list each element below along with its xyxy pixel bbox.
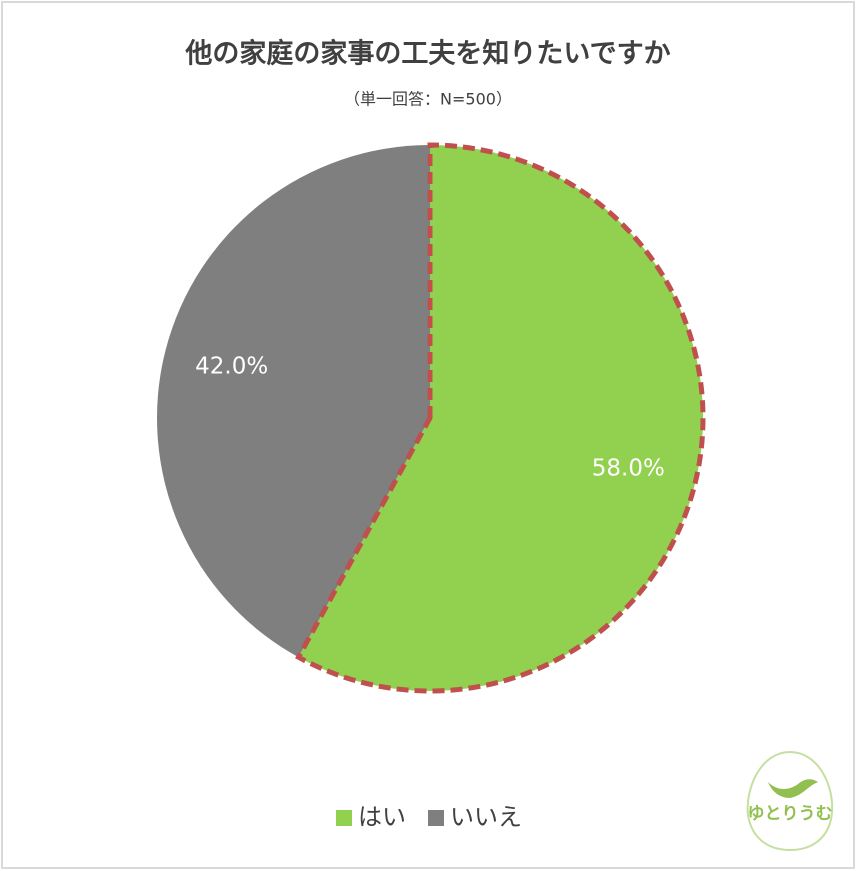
legend-label: はい: [358, 803, 406, 831]
logo-bird: [768, 779, 818, 798]
logo-egg: [746, 750, 834, 852]
chart-subtitle: （単一回答：N=500）: [344, 90, 512, 109]
legend-swatch: [428, 810, 444, 826]
logo: ゆとりうむ: [746, 750, 834, 852]
data-label: 42.0%: [195, 354, 268, 380]
legend-swatch: [336, 810, 352, 826]
logo-text: ゆとりうむ: [748, 804, 833, 824]
pie-slice: [157, 145, 431, 658]
pie-slice: [295, 142, 706, 694]
data-label: 58.0%: [592, 455, 665, 481]
chart-title: 他の家庭の家事の工夫を知りたいですか: [184, 38, 670, 70]
legend-label: いいえ: [450, 803, 522, 831]
